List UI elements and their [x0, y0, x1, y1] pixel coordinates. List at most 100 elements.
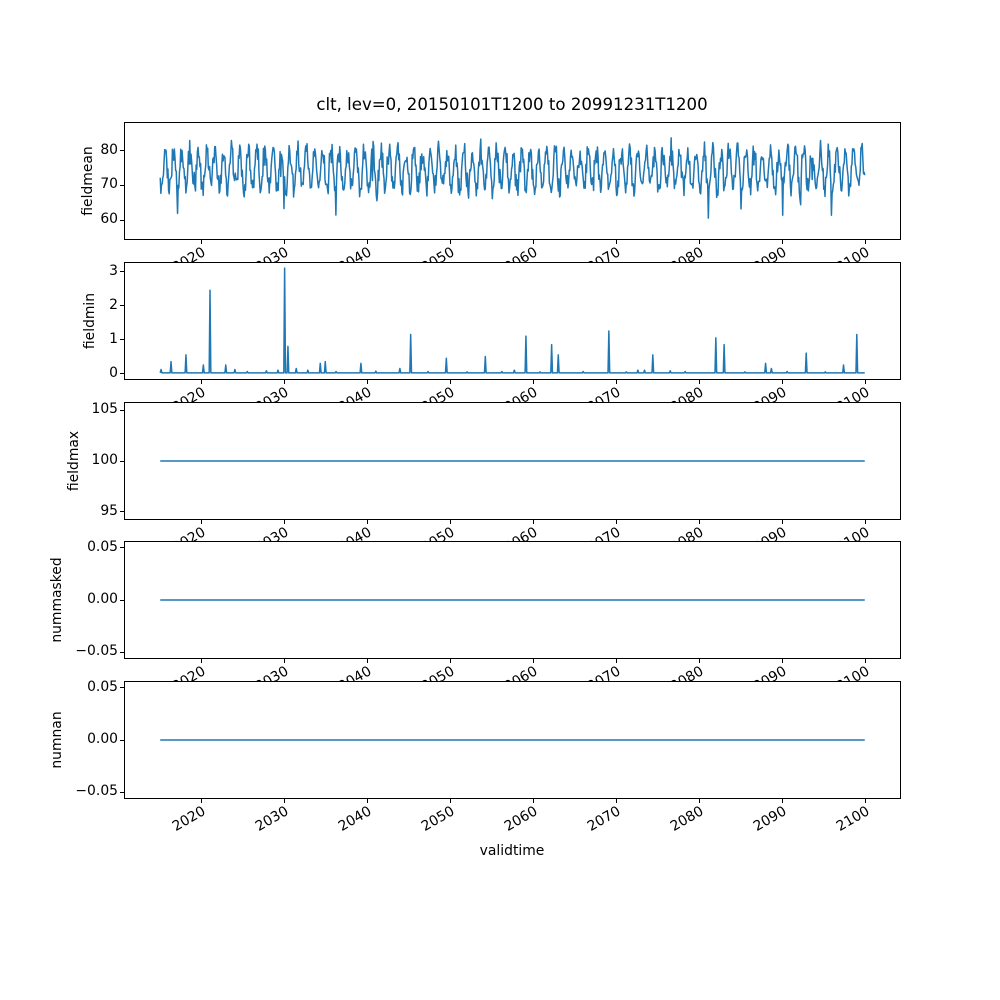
x-tick-mark	[532, 240, 534, 244]
x-tick-mark	[532, 799, 534, 803]
y-tick-mark	[120, 373, 124, 375]
fieldmin-ylabel: fieldmin	[82, 292, 98, 350]
x-tick-label: 2060	[501, 803, 541, 835]
y-tick-label: 105	[91, 401, 118, 418]
y-tick-mark	[120, 339, 124, 341]
x-tick-mark	[698, 799, 700, 803]
y-tick-label: −0.05	[75, 783, 118, 800]
y-tick-label: 2	[109, 296, 118, 313]
y-tick-label: 60	[100, 211, 118, 227]
x-tick-mark	[367, 520, 369, 524]
x-tick-mark	[367, 240, 369, 244]
y-tick-mark	[120, 305, 124, 307]
y-tick-label: 70	[100, 176, 118, 193]
x-tick-mark	[284, 240, 286, 244]
x-tick-mark	[864, 659, 866, 663]
fieldmean-line	[159, 137, 866, 219]
y-tick-label: 0.00	[87, 591, 118, 607]
x-tick-mark	[698, 659, 700, 663]
y-tick-label: 0.00	[87, 731, 118, 747]
y-tick-mark	[120, 219, 124, 221]
y-tick-label: 0.05	[87, 538, 118, 555]
y-tick-mark	[120, 150, 124, 152]
x-tick-mark	[781, 240, 783, 244]
y-tick-mark	[120, 687, 124, 689]
x-tick-mark	[615, 659, 617, 663]
fieldmin-plot-area	[159, 267, 865, 374]
fieldmin-line	[159, 267, 865, 374]
fieldmax-axes	[124, 402, 901, 520]
y-tick-mark	[120, 184, 124, 186]
x-tick-mark	[201, 520, 203, 524]
numnan-axes	[124, 681, 901, 799]
x-tick-mark	[449, 380, 451, 384]
x-tick-mark	[449, 520, 451, 524]
y-tick-label: 1	[109, 330, 118, 347]
x-tick-mark	[532, 380, 534, 384]
x-tick-label: 2020	[170, 803, 209, 835]
x-axis-label: validtime	[479, 843, 545, 859]
x-tick-mark	[532, 659, 534, 663]
numnan-plot-area	[160, 739, 865, 741]
x-tick-mark	[781, 799, 783, 803]
y-tick-mark	[120, 547, 124, 549]
x-tick-mark	[532, 520, 534, 524]
nummasked-plot-area	[160, 599, 865, 601]
x-tick-mark	[615, 799, 617, 803]
y-tick-label: 100	[91, 452, 118, 468]
x-tick-mark	[864, 520, 866, 524]
x-tick-mark	[449, 240, 451, 244]
chart-title: clt, lev=0, 20150101T1200 to 20991231T12…	[316, 95, 708, 114]
x-tick-mark	[284, 520, 286, 524]
x-tick-mark	[781, 520, 783, 524]
y-tick-label: 3	[109, 262, 118, 279]
x-tick-label: 2080	[667, 803, 707, 835]
fieldmean-plot-area	[159, 137, 866, 219]
x-tick-mark	[864, 799, 866, 803]
x-tick-mark	[698, 380, 700, 384]
x-tick-mark	[449, 799, 451, 803]
x-tick-mark	[698, 520, 700, 524]
nummasked-ylabel: nummasked	[49, 557, 65, 643]
x-tick-label: 2040	[335, 803, 375, 835]
x-tick-mark	[698, 240, 700, 244]
x-tick-mark	[615, 380, 617, 384]
x-tick-label: 2090	[750, 803, 790, 835]
nummasked-axes	[124, 541, 901, 659]
fieldmean-ylabel: fieldmean	[80, 146, 96, 216]
y-tick-mark	[120, 271, 124, 272]
y-tick-mark	[120, 739, 124, 741]
fieldmax-ylabel: fieldmax	[66, 430, 82, 492]
y-tick-label: 0	[109, 364, 118, 381]
x-tick-mark	[864, 240, 866, 244]
fieldmean-axes	[124, 122, 901, 240]
x-tick-mark	[615, 520, 617, 524]
y-tick-mark	[120, 511, 124, 513]
x-tick-label: 2030	[253, 803, 292, 835]
y-tick-mark	[120, 651, 124, 653]
y-tick-label: 95	[100, 502, 118, 519]
x-tick-mark	[367, 380, 369, 384]
x-tick-mark	[615, 240, 617, 244]
y-tick-mark	[120, 791, 124, 793]
x-tick-mark	[201, 380, 203, 384]
x-tick-mark	[864, 380, 866, 384]
x-tick-mark	[367, 659, 369, 663]
fieldmax-plot-area	[160, 460, 865, 462]
x-tick-mark	[367, 799, 369, 803]
x-tick-mark	[449, 659, 451, 663]
y-tick-mark	[120, 599, 124, 601]
y-tick-label: 0.05	[87, 678, 118, 695]
x-tick-mark	[781, 659, 783, 663]
x-tick-mark	[201, 240, 203, 244]
y-tick-mark	[120, 409, 124, 411]
y-tick-label: −0.05	[75, 643, 118, 660]
x-tick-mark	[781, 380, 783, 384]
x-tick-mark	[284, 380, 286, 384]
x-tick-label: 2070	[584, 803, 624, 835]
x-tick-mark	[284, 659, 286, 663]
fieldmin-axes	[124, 262, 901, 380]
numnan-ylabel: numnan	[49, 711, 65, 769]
y-tick-label: 80	[100, 141, 118, 158]
